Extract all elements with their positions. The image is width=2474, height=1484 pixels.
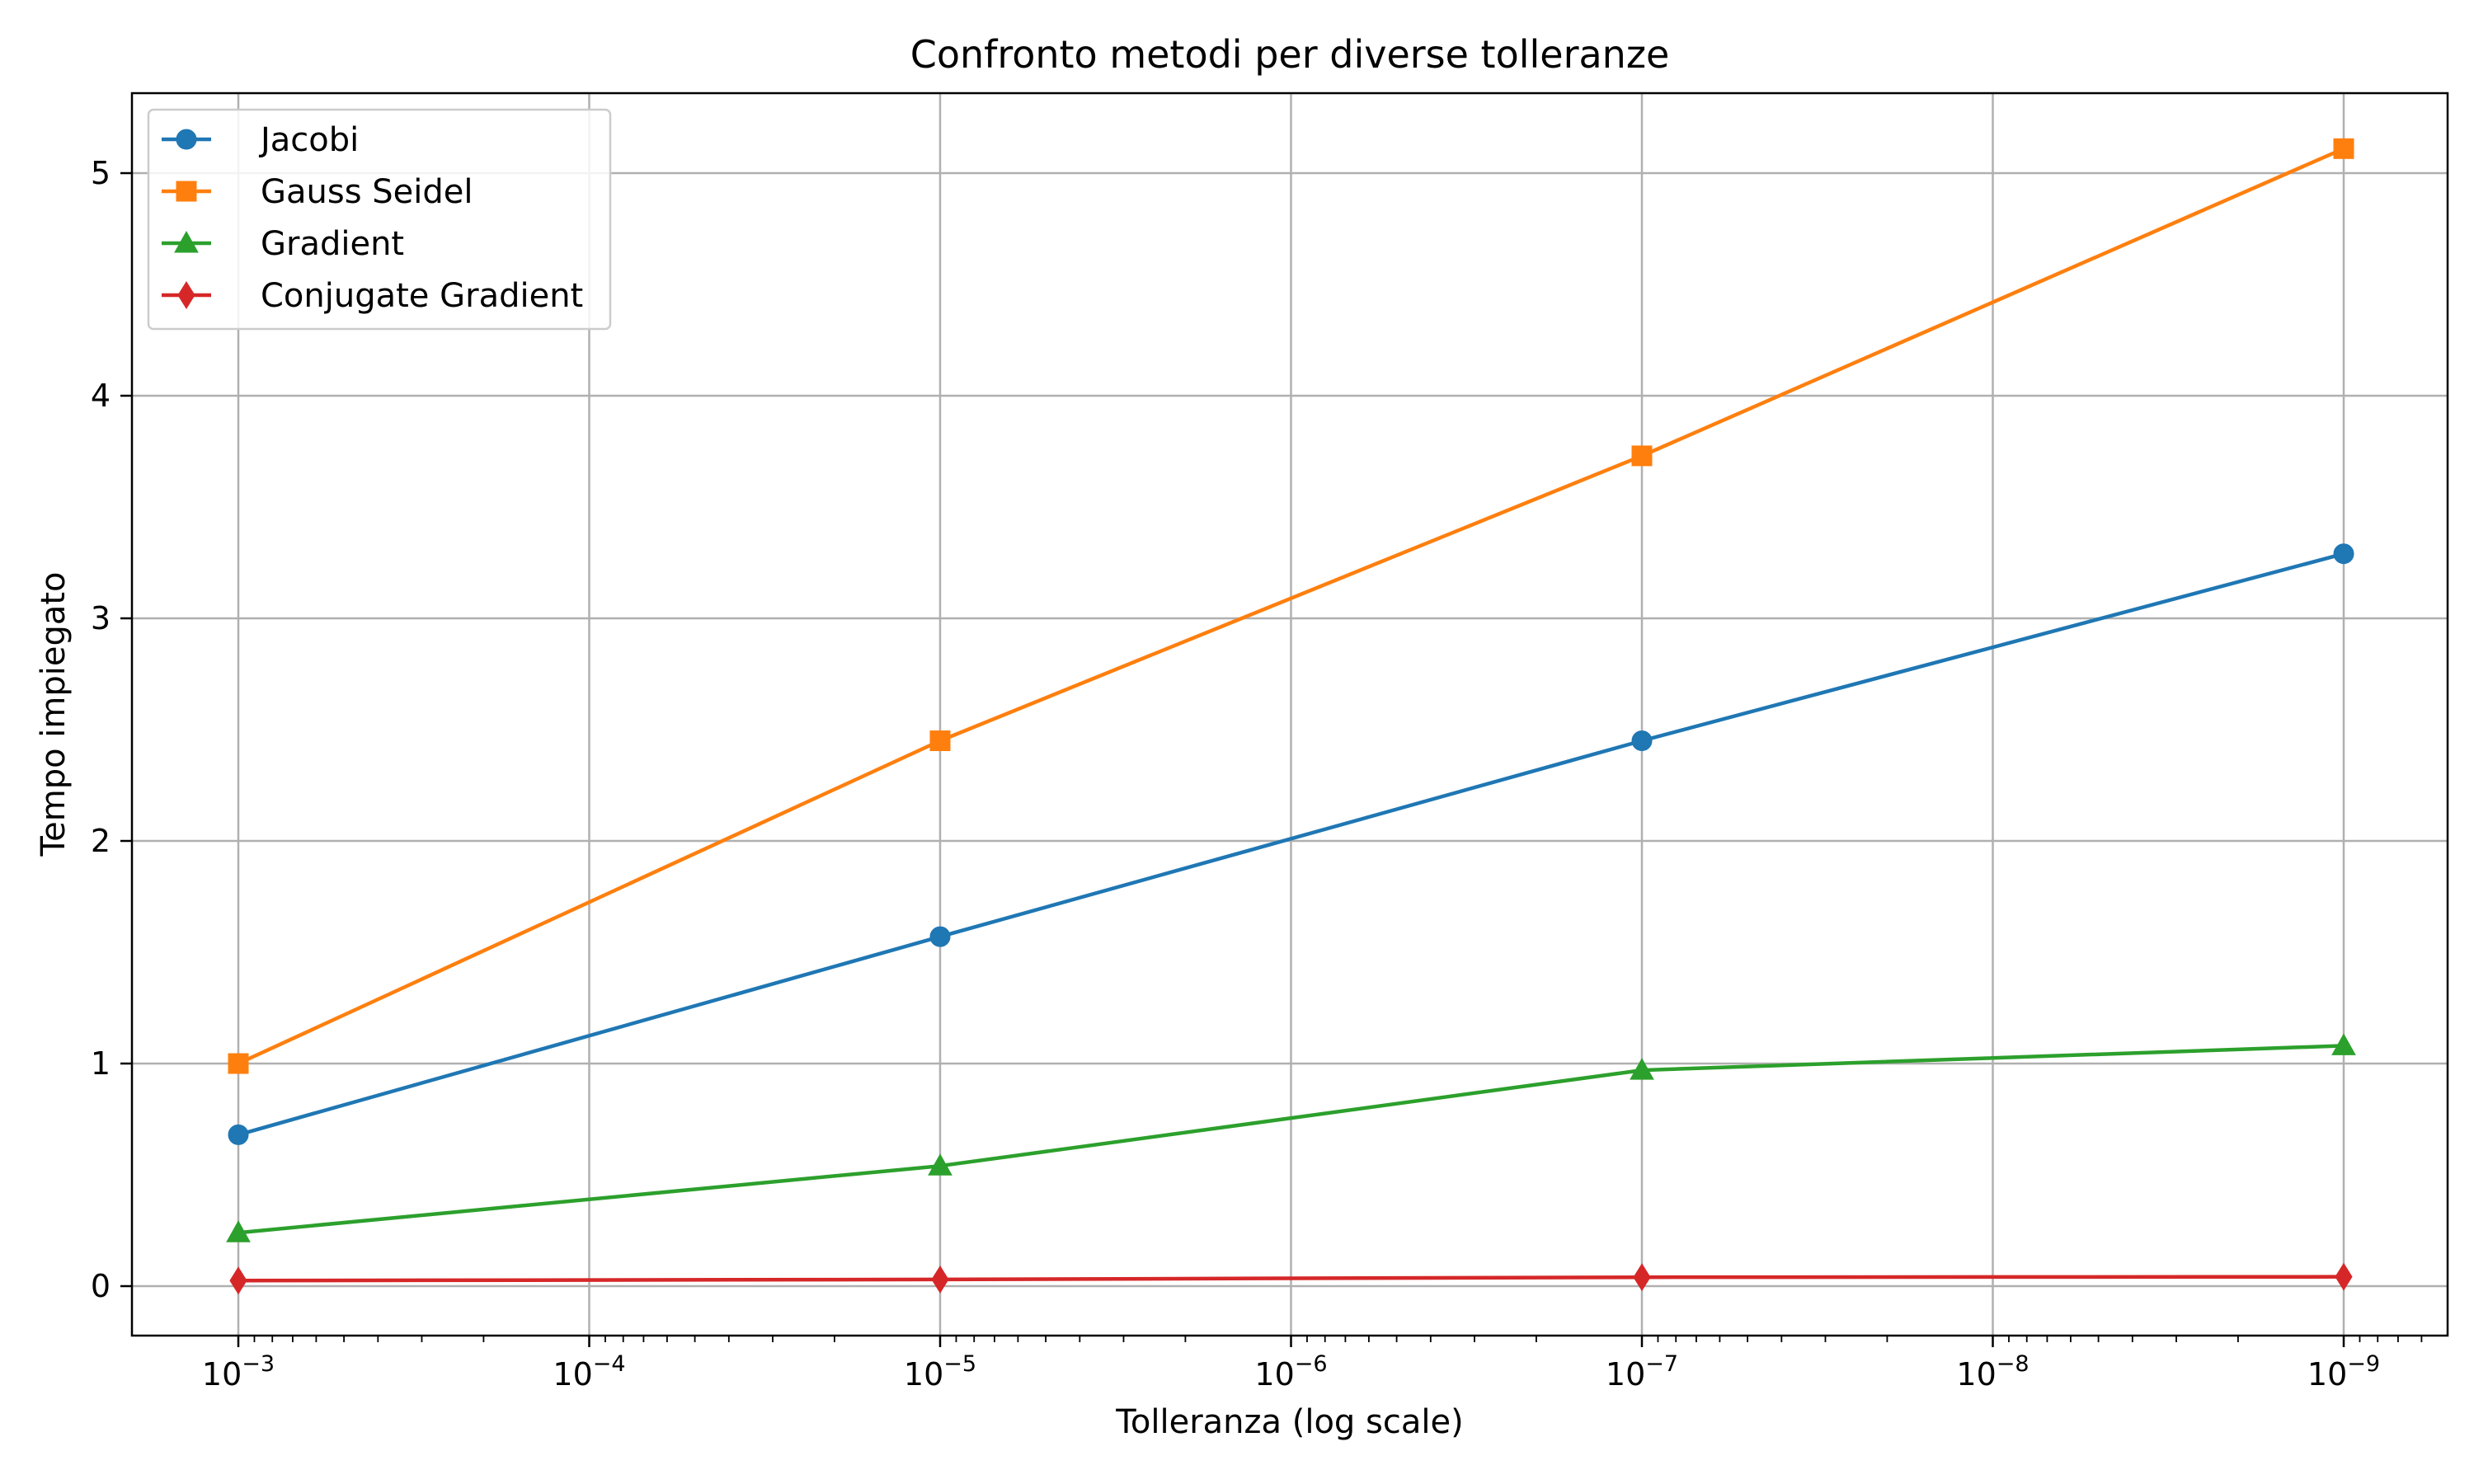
legend-entry-conjugate-gradient: Conjugate Gradient: [162, 277, 583, 315]
data-point-gradient: [2331, 1033, 2356, 1055]
x-tick-label: 10−8: [1956, 1351, 2029, 1392]
x-tick-exponent: −3: [242, 1351, 275, 1377]
series-line-gauss-seidel: [238, 147, 2345, 1066]
y-tick-label: 1: [91, 1045, 111, 1082]
legend-marker: [177, 281, 195, 309]
data-point-gauss-seidel: [228, 1053, 249, 1074]
series-gauss-seidel: [228, 138, 2354, 1074]
series-gradient: [226, 1033, 2356, 1242]
series-conjugate-gradient: [229, 1262, 2353, 1295]
data-point-gauss-seidel: [2333, 138, 2354, 159]
x-tick-label: 10−3: [202, 1351, 275, 1392]
x-tick-exponent: −7: [1645, 1351, 1678, 1377]
data-point-gradient: [928, 1153, 952, 1176]
x-tick-base: 10: [1254, 1356, 1294, 1392]
x-tick-label: 10−7: [1606, 1351, 1678, 1392]
x-tick-exponent: −5: [943, 1351, 976, 1377]
legend-marker: [176, 181, 197, 202]
data-point-jacobi: [1631, 730, 1653, 751]
y-tick-label: 4: [91, 378, 111, 414]
y-tick-label: 0: [91, 1268, 111, 1304]
x-tick-label: 10−9: [2307, 1351, 2380, 1392]
series-jacobi: [228, 543, 2354, 1145]
series-layer: [226, 138, 2356, 1295]
y-tick-label: 5: [91, 155, 111, 191]
legend-entry-gradient: Gradient: [162, 225, 404, 263]
legend-label: Conjugate Gradient: [261, 277, 583, 315]
x-tick-exponent: −8: [1997, 1351, 2030, 1377]
legend: Jacobi Gauss Seidel Gradient Conjugate Grad…: [147, 108, 612, 331]
x-axis-label: Tolleranza (log scale): [1115, 1403, 1463, 1441]
data-point-conjugate-gradient: [2335, 1262, 2353, 1291]
legend-entries: Jacobi Gauss Seidel Gradient Conjugate Grad…: [162, 121, 583, 315]
x-tick-exponent: −9: [2347, 1351, 2380, 1377]
x-tick-exponent: −6: [1295, 1351, 1328, 1377]
data-point-gradient: [226, 1220, 251, 1242]
legend-label: Gauss Seidel: [261, 173, 473, 211]
x-tick-exponent: −4: [593, 1351, 626, 1377]
x-tick-base: 10: [553, 1356, 592, 1392]
series-line-gradient: [238, 1044, 2345, 1235]
legend-entry-gauss-seidel: Gauss Seidel: [162, 173, 473, 211]
x-tick-label: 10−6: [1254, 1351, 1327, 1392]
chart-title: Confronto metodi per diverse tolleranze: [910, 32, 1670, 77]
x-tick-base: 10: [1956, 1356, 1996, 1392]
legend-label: Jacobi: [258, 121, 359, 159]
legend-marker: [174, 230, 199, 253]
series-line-jacobi: [238, 552, 2345, 1137]
data-point-jacobi: [228, 1124, 249, 1145]
x-tick-base: 10: [1606, 1356, 1645, 1392]
y-axis-ticks: 0 1 2 3 4 5: [91, 155, 132, 1304]
data-point-conjugate-gradient: [1633, 1263, 1651, 1292]
series-line-conjugate-gradient: [238, 1275, 2345, 1283]
data-point-gradient: [1630, 1058, 1654, 1080]
data-point-conjugate-gradient: [931, 1265, 949, 1294]
x-tick-base: 10: [202, 1356, 242, 1392]
legend-box: [147, 108, 612, 331]
y-tick-label: 3: [91, 600, 111, 636]
data-point-gauss-seidel: [1631, 445, 1653, 467]
y-tick-label: 2: [91, 823, 111, 859]
data-point-conjugate-gradient: [229, 1266, 247, 1295]
plot-frame: [130, 92, 2449, 1337]
x-axis-ticks: 10−3 10−4 10−5 10−6 10−7 10−8 10−9: [202, 1336, 2423, 1392]
x-tick-base: 10: [904, 1356, 943, 1392]
data-point-gauss-seidel: [929, 730, 951, 751]
x-tick-label: 10−5: [904, 1351, 976, 1392]
x-tick-label: 10−4: [553, 1351, 625, 1392]
data-point-jacobi: [929, 926, 951, 947]
legend-label: Gradient: [261, 225, 404, 263]
y-axis-label: Tempo impiegato: [35, 571, 73, 857]
legend-marker: [176, 129, 197, 150]
x-tick-base: 10: [2307, 1356, 2347, 1392]
legend-entry-jacobi: Jacobi: [162, 121, 359, 159]
data-point-jacobi: [2333, 543, 2354, 565]
